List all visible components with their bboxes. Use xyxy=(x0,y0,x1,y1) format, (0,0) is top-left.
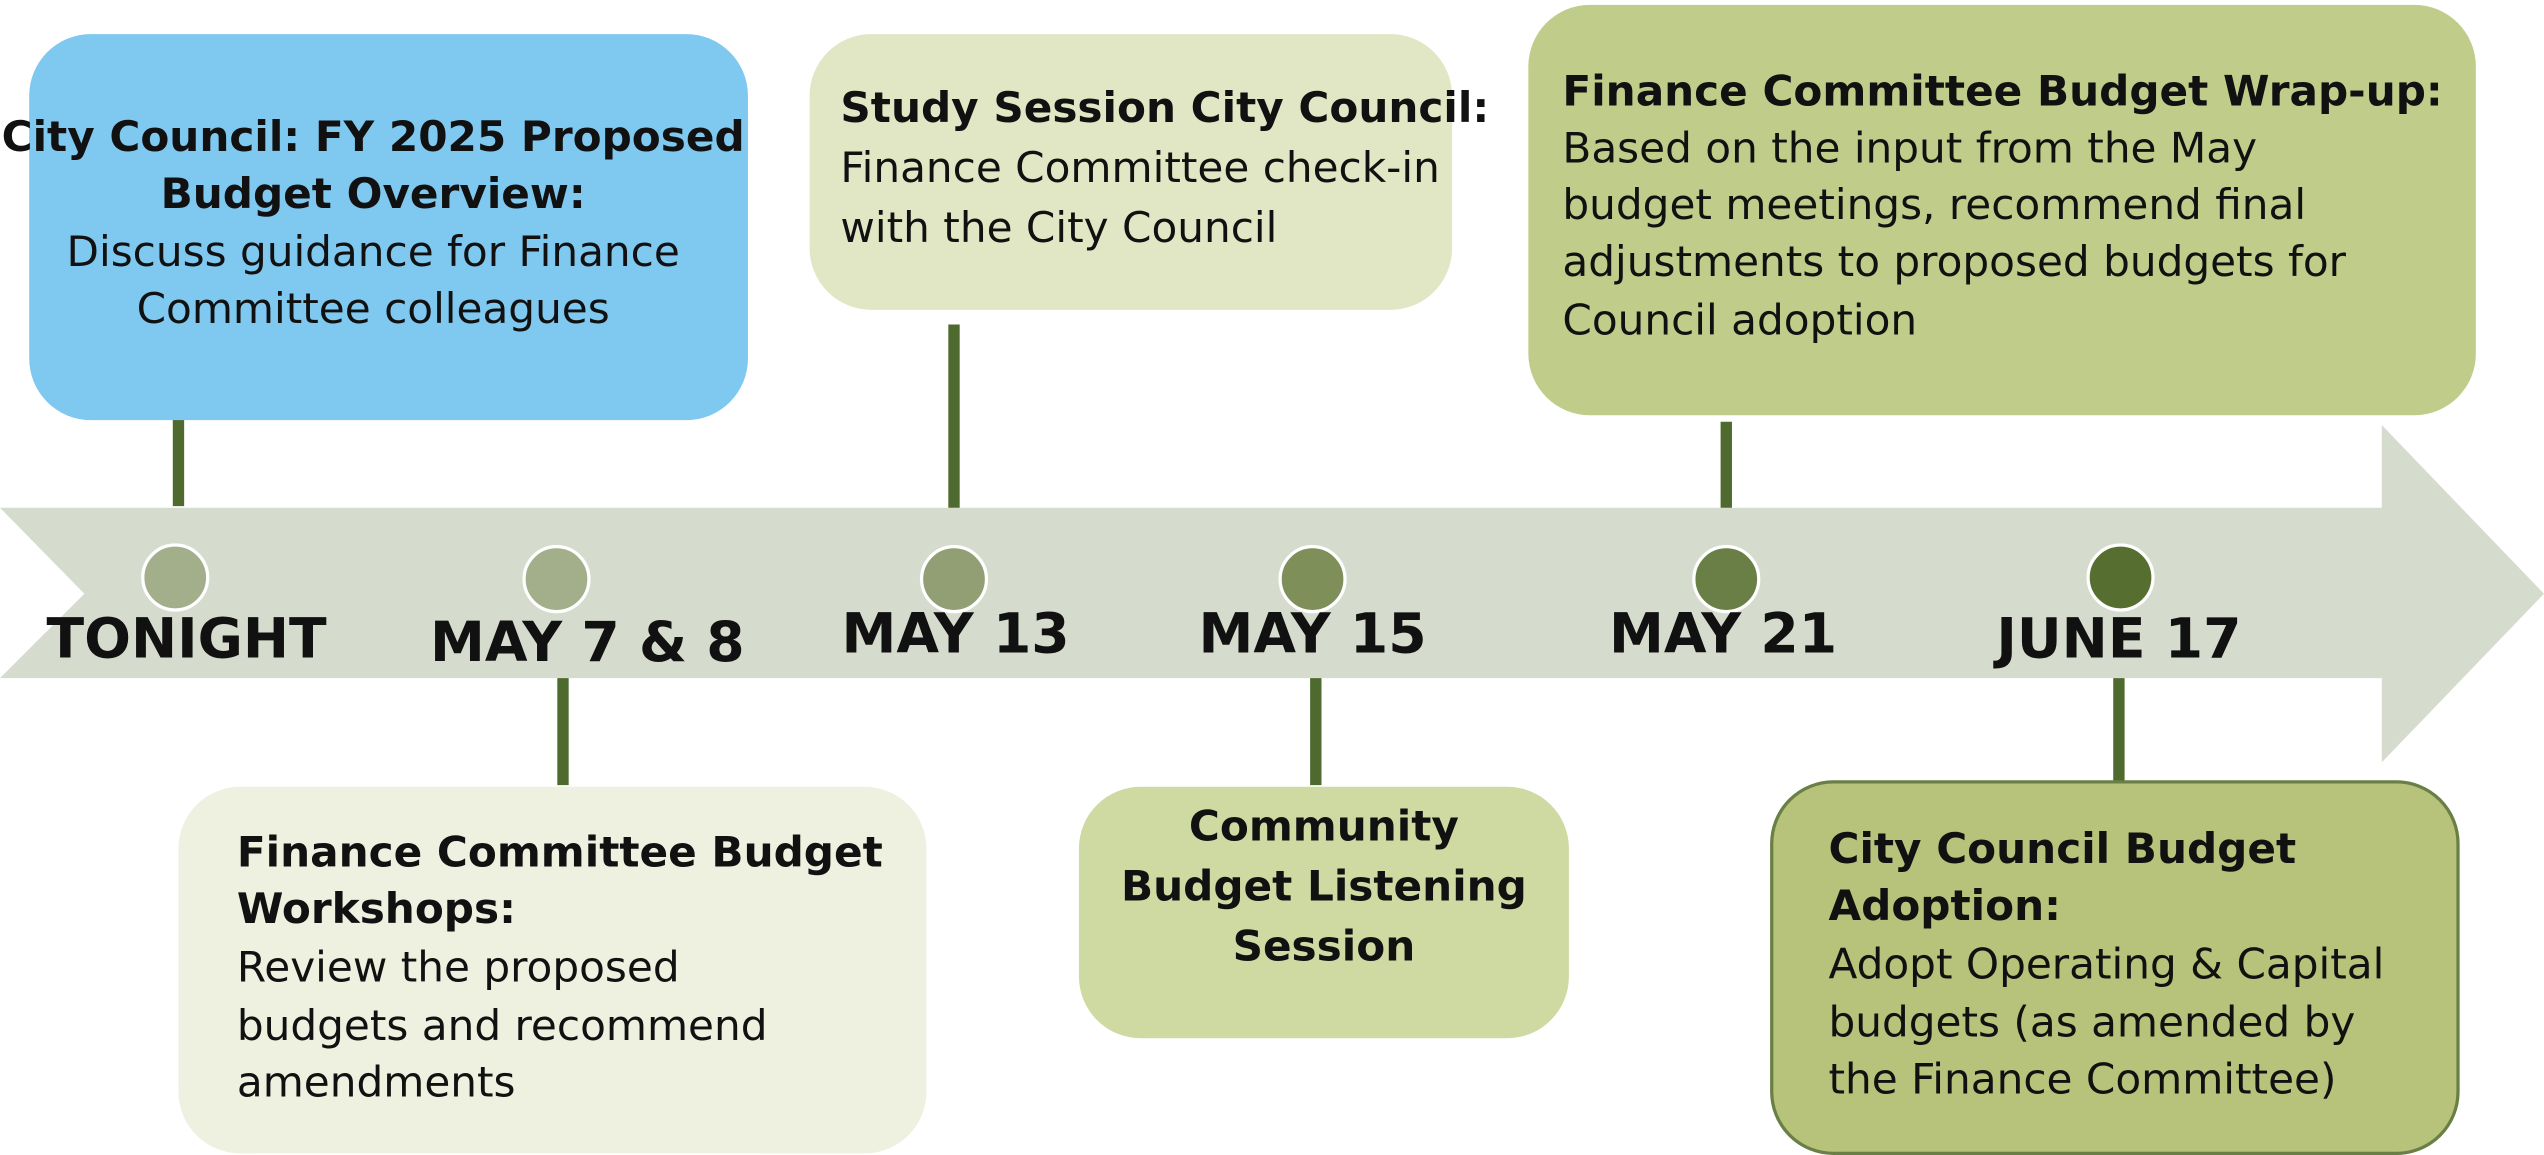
event-box xyxy=(1528,4,2476,416)
event-date: TONIGHT xyxy=(46,608,327,672)
milestone-dot xyxy=(1278,545,1347,614)
event-description: budgets (as amended by xyxy=(1829,998,2356,1047)
event-title: Budget Overview: xyxy=(161,169,586,218)
milestone-dot xyxy=(522,545,591,614)
event-description: budgets and recommend xyxy=(237,1001,768,1050)
event-title: Session xyxy=(1233,921,1416,970)
event-description: Based on the input from the May xyxy=(1562,123,2257,172)
event-date: MAY 15 xyxy=(1198,603,1426,667)
event-date: JUNE 17 xyxy=(1992,608,2241,672)
event-description: Adopt Operating & Capital xyxy=(1829,939,2385,988)
event-title: City Council: FY 2025 Proposed xyxy=(2,112,745,161)
milestone-dot xyxy=(2086,543,2155,612)
event-description: budget meetings, recommend final xyxy=(1562,180,2306,229)
event-title: Finance Committee Budget xyxy=(237,827,883,876)
event-description: Review the proposed xyxy=(237,943,680,992)
event-title: Adoption: xyxy=(1829,881,2061,930)
event-title: Finance Committee Budget Wrap-up: xyxy=(1562,67,2442,116)
timeline-arrow xyxy=(0,425,2544,763)
event-title: Workshops: xyxy=(237,884,516,933)
event-description: Discuss guidance for Finance xyxy=(67,227,680,276)
event-title: Study Session City Council: xyxy=(840,83,1489,132)
milestone-dot xyxy=(919,545,989,614)
event-description: the Finance Committee) xyxy=(1829,1055,2337,1104)
event-box xyxy=(29,34,748,421)
event-title: City Council Budget xyxy=(1829,824,2297,873)
event-box xyxy=(1078,786,1569,1039)
event-description: amendments xyxy=(237,1058,516,1107)
event-description: Finance Committee check-in xyxy=(840,143,1439,192)
event-title: Budget Listening xyxy=(1121,861,1527,910)
event-box xyxy=(178,786,927,1154)
event-date: MAY 7 & 8 xyxy=(430,611,745,675)
event-description: adjustments to proposed budgets for xyxy=(1562,237,2346,286)
event-date: MAY 13 xyxy=(842,603,1070,667)
milestone-dot xyxy=(141,543,210,612)
event-date: MAY 21 xyxy=(1609,603,1837,667)
event-description: Council adoption xyxy=(1562,295,1917,344)
milestone-dot xyxy=(1692,545,1761,614)
event-description: with the City Council xyxy=(840,203,1277,252)
event-box xyxy=(1770,780,2460,1155)
event-description: Committee colleagues xyxy=(137,284,610,333)
event-box xyxy=(809,34,1453,310)
event-title: Community xyxy=(1189,801,1459,850)
